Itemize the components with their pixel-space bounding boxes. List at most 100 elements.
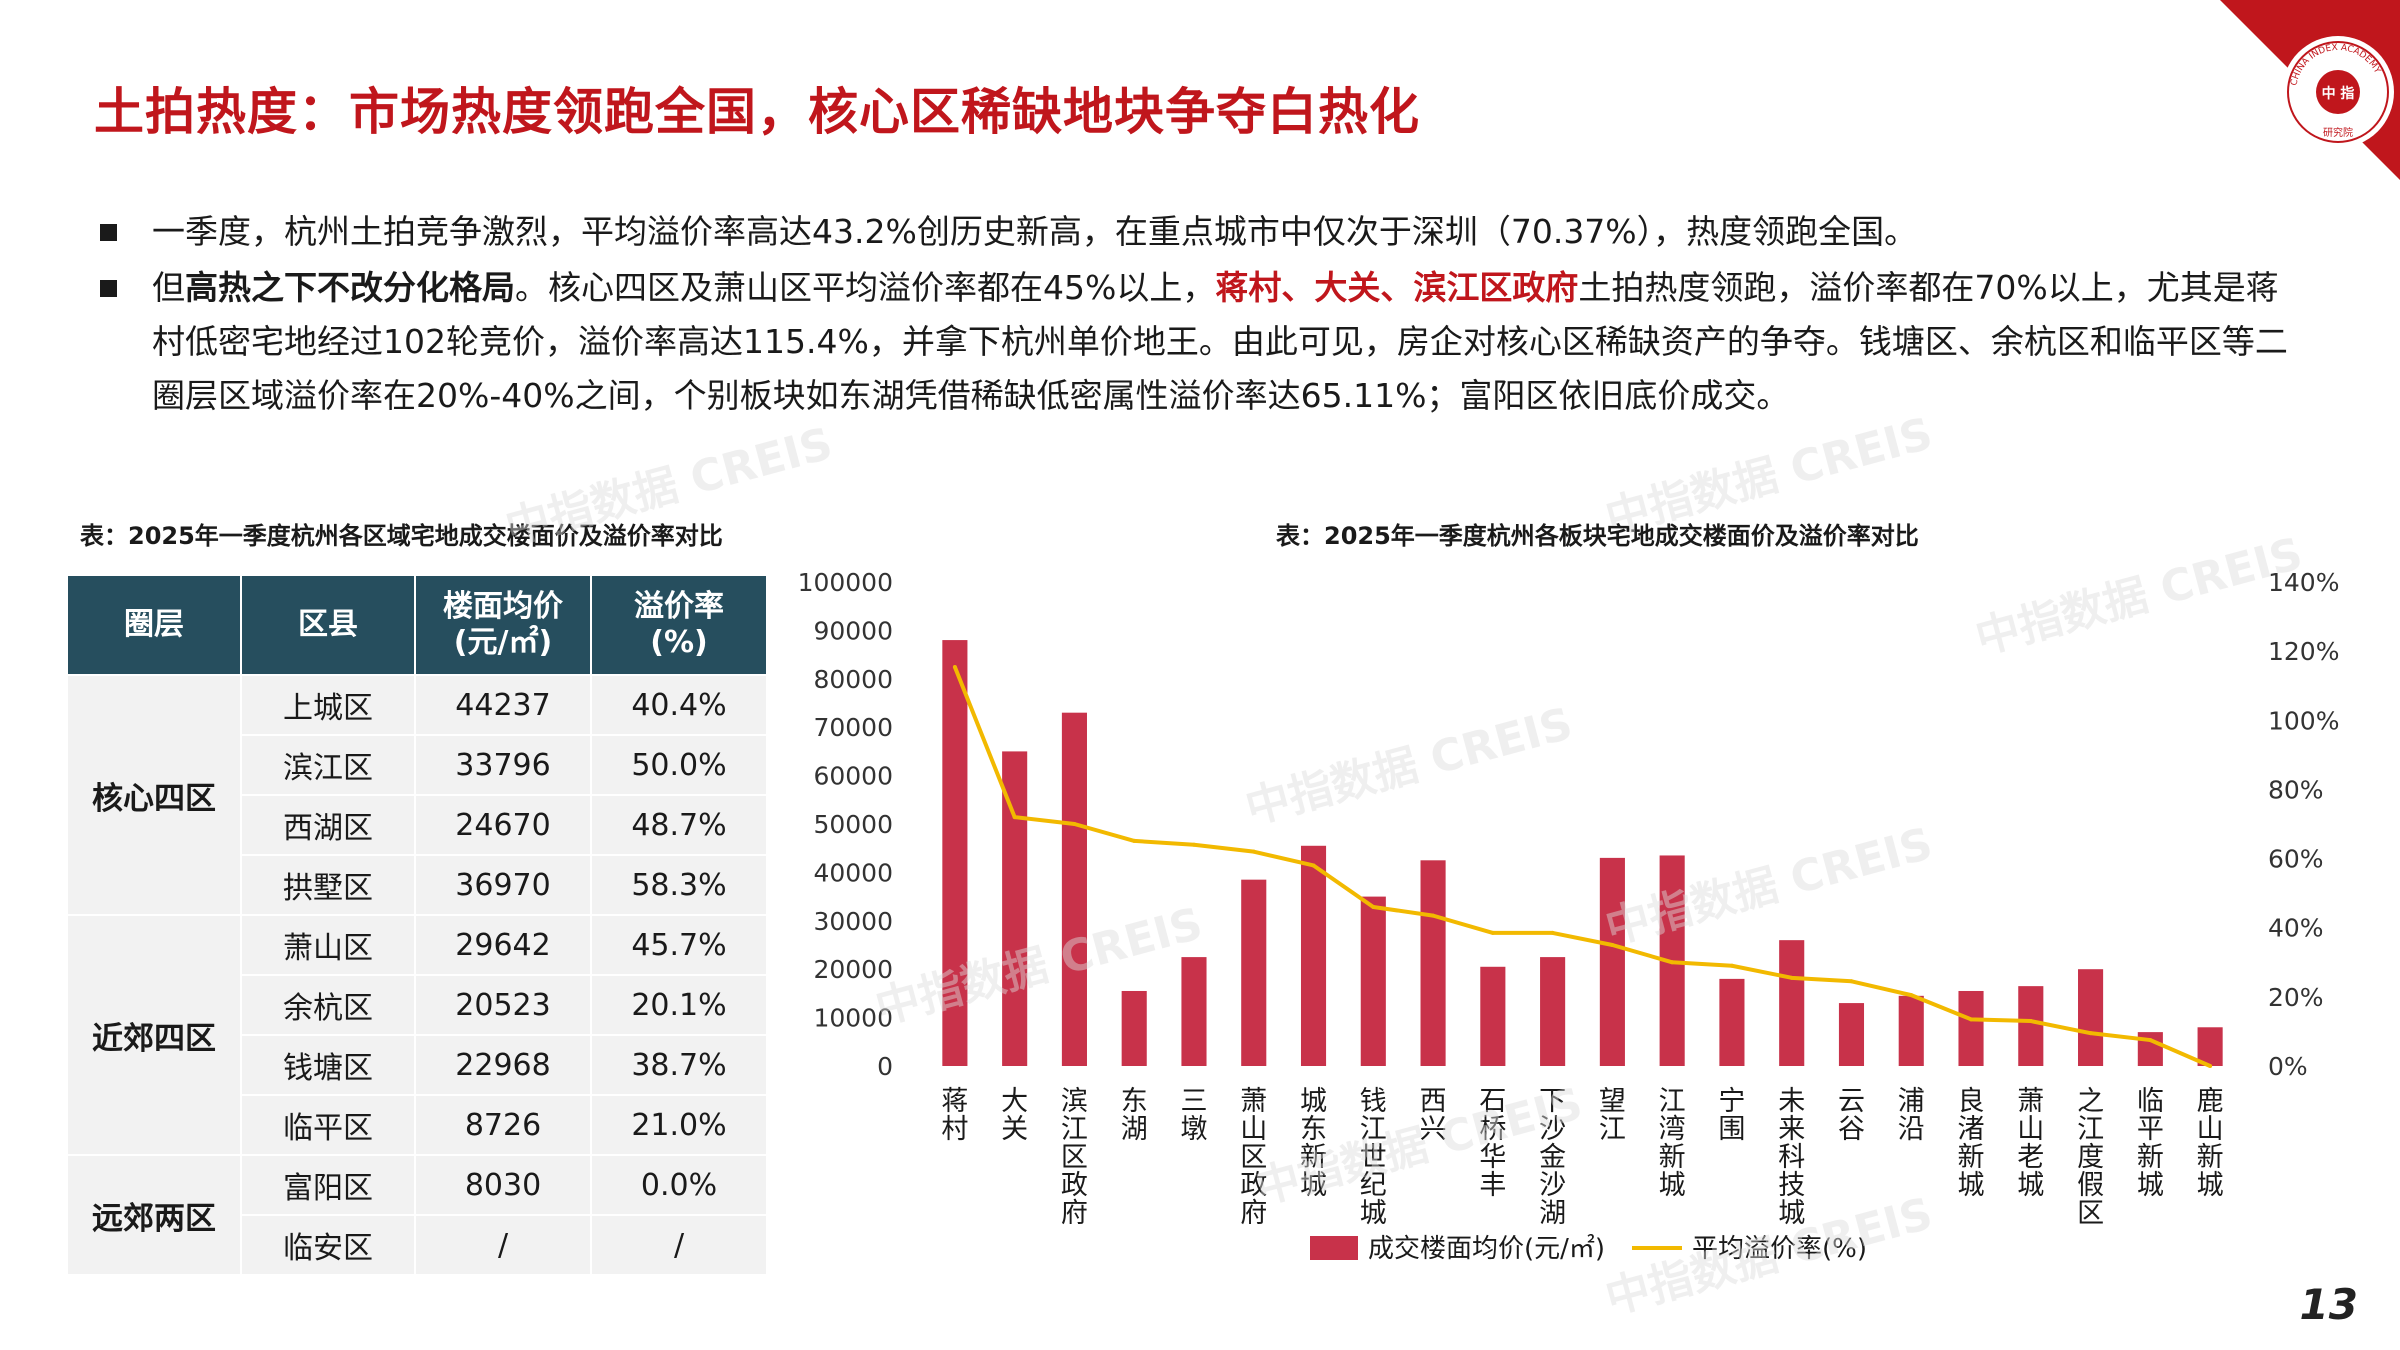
bar-云谷 [1838,1003,1865,1066]
x-category-label: 良渚新城 [1958,1086,1985,1201]
premium-cell: 21.0% [590,1094,768,1156]
bullet-2-mid: 。核心四区及萧山区平均溢价率都在45%以上， [515,268,1216,307]
premium-line [953,666,2211,1068]
price-cell: 44237 [414,674,592,736]
premium-point-萧山老城 [2028,1019,2033,1024]
logo-core [2316,70,2360,114]
premium-point-城东新城 [1311,863,1316,868]
premium-point-西兴 [1431,913,1436,918]
premium-cell: 48.7% [590,794,768,856]
district-table: 圈层 区县 楼面均价 (元/㎡) 溢价率 (%) 核心四区 上城区 44237 40… [66,574,768,1276]
premium-cell: 50.0% [590,734,768,796]
x-category-label: 三墩 [1180,1086,1207,1145]
x-category-label: 东湖 [1121,1086,1148,1145]
bar-望江 [1599,857,1625,1066]
chart-caption: 表：2025年一季度杭州各板块宅地成交楼面价及溢价率对比 [1276,522,1919,550]
district-cell: 萧山区 [240,914,416,976]
premium-point-萧山区政府 [1251,849,1256,854]
y-left-tick-label: 30000 [813,907,893,936]
bar-之江度假区 [2078,969,2104,1066]
premium-cell: 0.0% [590,1154,768,1216]
bullet-1-text: 一季度，杭州土拍竞争激烈，平均溢价率高达43.2%创历史新高，在重点城市中仅次于… [152,212,1918,251]
y-right-tick-label: 0% [2268,1052,2308,1081]
bar-西兴 [1420,860,1446,1066]
y-left-tick-label: 0 [877,1052,893,1081]
district-cell: 上城区 [240,674,416,736]
header-premium: 溢价率 (%) [590,574,768,676]
y-right-tick-label: 40% [2268,914,2324,943]
table-row: 钱塘区 22968 38.7% [67,1034,768,1096]
table-header-row: 圈层 区县 楼面均价 (元/㎡) 溢价率 (%) [66,574,768,676]
x-category-label: 萧山区政府 [1240,1086,1267,1229]
legend-line-label: 平均溢价率(%) [1692,1234,1867,1264]
bar-大关 [1002,751,1028,1066]
header-price-line1: 楼面均价 [443,589,563,624]
bar-城东新城 [1300,845,1327,1066]
district-cell: 拱墅区 [240,854,416,916]
price-cell: 36970 [414,854,592,916]
bar-蒋村 [942,640,968,1066]
district-cell: 临平区 [240,1094,416,1156]
y-left-tick-label: 80000 [813,665,893,694]
y-right-tick-label: 100% [2268,706,2339,735]
district-cell: 西湖区 [240,794,416,856]
bar-宁围 [1719,978,1745,1066]
bar-浦沿 [1898,995,1924,1066]
bar-东湖 [1121,990,1147,1066]
y-right-tick-label: 20% [2268,983,2324,1012]
x-category-label: 浦沿 [1898,1086,1925,1145]
tier-cell: 近郊四区 [66,914,242,1156]
premium-point-浦沿 [1909,993,1914,998]
premium-point-望江 [1610,943,1615,947]
premium-point-石桥华丰 [1490,930,1495,935]
table-row: 临平区 8726 21.0% [67,1094,768,1156]
legend-bar-swatch [1310,1236,1358,1260]
premium-point-临平新城 [2148,1038,2153,1043]
district-cell: 滨江区 [240,734,416,796]
header-price-line2: (元/㎡) [453,625,553,660]
y-left-tick-label: 70000 [813,713,893,742]
legend-bar-label: 成交楼面均价(元/㎡) [1368,1234,1605,1264]
bar-未来科技城 [1779,940,1805,1066]
premium-point-江湾新城 [1670,960,1675,965]
table-row: 滨江区 33796 50.0% [67,734,768,796]
price-cell: 29642 [414,914,592,976]
district-cell: 富阳区 [240,1154,416,1216]
x-category-label: 望江 [1599,1086,1626,1145]
logo-ring [2287,41,2389,143]
x-category-label: 萧山老城 [2017,1086,2044,1201]
table-row: 西湖区 24670 48.7% [67,794,768,856]
page-title: 土拍热度：市场热度领跑全国，核心区稀缺地块争夺白热化 [94,83,1420,141]
header-premium-line1: 溢价率 [634,589,724,624]
table-row: 远郊两区 富阳区 8030 0.0% [66,1154,768,1276]
bullet-2: 但高热之下不改分化格局。核心四区及萧山区平均溢价率都在45%以上，蒋村、大关、滨… [94,261,2294,423]
y-left-tick-label: 20000 [813,955,893,984]
y-left-tick-label: 10000 [813,1004,893,1033]
bar-三墩 [1181,957,1207,1066]
bullet-square-icon [100,224,117,241]
price-cell: / [414,1214,592,1276]
x-category-label: 大关 [1001,1086,1028,1145]
x-category-label: 江湾新城 [1659,1086,1686,1201]
price-cell: 22968 [414,1034,592,1096]
header-district: 区县 [240,574,416,676]
bar-滨江区政府 [1061,712,1087,1066]
y-left-tick-label: 100000 [800,568,893,597]
price-cell: 24670 [414,794,592,856]
premium-point-大关 [1012,815,1017,820]
bar-钱江世纪城 [1360,896,1386,1066]
price-cell: 8030 [414,1154,592,1216]
bar-鹿山新城 [2197,1027,2223,1066]
district-cell: 临安区 [240,1214,416,1276]
x-category-label: 下沙金沙湖 [1539,1086,1566,1229]
x-category-label: 蒋村 [941,1086,968,1145]
x-category-label: 云谷 [1838,1086,1865,1145]
district-cell: 余杭区 [240,974,416,1036]
premium-cell: 20.1% [590,974,768,1036]
x-category-label: 滨江区政府 [1061,1086,1088,1229]
x-category-label: 钱江世纪城 [1360,1086,1387,1229]
logo-center-text: 中 指 [2322,85,2355,102]
price-cell: 8726 [414,1094,592,1156]
table-row: 临安区 / / [67,1214,768,1276]
premium-point-云谷 [1849,979,1854,984]
